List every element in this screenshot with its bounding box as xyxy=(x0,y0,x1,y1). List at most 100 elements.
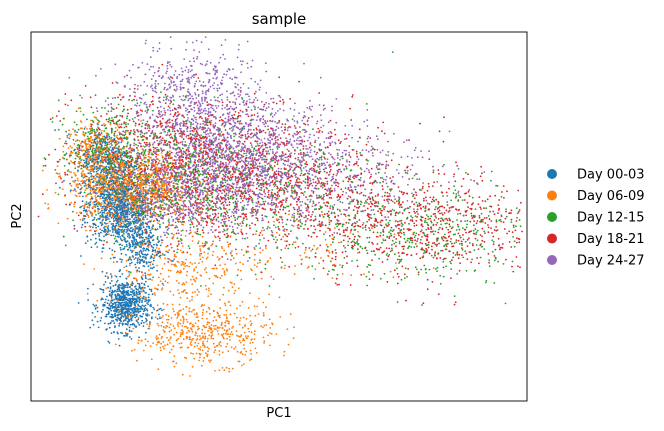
data-point xyxy=(246,100,248,102)
data-point xyxy=(225,185,227,188)
data-point xyxy=(334,249,337,251)
data-point xyxy=(216,71,218,74)
data-point xyxy=(229,235,232,238)
data-point xyxy=(344,133,347,136)
data-point xyxy=(493,282,496,284)
data-point xyxy=(116,134,119,137)
data-point xyxy=(99,68,102,70)
data-point xyxy=(365,167,368,170)
data-point xyxy=(344,125,347,127)
data-point xyxy=(182,320,185,322)
data-point xyxy=(320,185,322,188)
data-point xyxy=(327,227,329,230)
data-point xyxy=(215,206,218,209)
data-point xyxy=(74,157,77,160)
data-point xyxy=(152,263,154,266)
data-point xyxy=(322,104,325,107)
data-point xyxy=(363,120,366,123)
data-point xyxy=(208,359,210,362)
data-point xyxy=(390,234,393,237)
data-point xyxy=(481,200,484,202)
data-point xyxy=(268,176,271,179)
data-point xyxy=(162,113,164,116)
data-point xyxy=(149,320,151,323)
data-point xyxy=(217,333,220,335)
data-point xyxy=(180,67,183,70)
data-point xyxy=(198,170,201,173)
data-point xyxy=(197,328,199,331)
data-point xyxy=(389,195,391,197)
data-point xyxy=(207,152,210,155)
data-point xyxy=(157,368,160,371)
data-point xyxy=(428,185,430,188)
data-point xyxy=(205,143,208,146)
data-point xyxy=(125,179,128,181)
data-point xyxy=(403,231,405,234)
data-point xyxy=(492,243,495,246)
data-point xyxy=(229,119,231,122)
data-point xyxy=(94,94,97,97)
data-point xyxy=(161,166,164,169)
data-point xyxy=(168,221,171,224)
data-point xyxy=(118,288,120,291)
data-point xyxy=(163,128,166,131)
data-point xyxy=(117,302,120,304)
data-point xyxy=(249,320,252,323)
data-point xyxy=(303,115,306,117)
data-point xyxy=(267,334,269,337)
data-point xyxy=(228,111,231,114)
data-point xyxy=(291,184,293,187)
data-point xyxy=(309,200,311,203)
data-point xyxy=(157,324,160,327)
data-point xyxy=(399,229,402,232)
data-point xyxy=(245,102,248,105)
data-point xyxy=(231,173,234,176)
data-point xyxy=(268,146,271,149)
data-point xyxy=(231,367,234,370)
data-point xyxy=(396,169,398,171)
data-point xyxy=(125,265,128,268)
data-point xyxy=(269,203,272,206)
data-point xyxy=(76,139,79,142)
data-point xyxy=(141,299,144,302)
data-point xyxy=(233,347,236,350)
data-point xyxy=(483,240,486,243)
data-point xyxy=(278,76,281,79)
data-point xyxy=(189,70,192,73)
data-point xyxy=(353,229,356,231)
data-point xyxy=(253,92,256,95)
data-point xyxy=(142,325,145,327)
data-point xyxy=(458,269,461,272)
data-point xyxy=(186,130,189,133)
data-point xyxy=(264,215,267,218)
data-point xyxy=(214,264,217,267)
data-point xyxy=(105,328,107,331)
data-point xyxy=(257,83,259,85)
data-point xyxy=(264,192,267,195)
data-point xyxy=(328,196,331,199)
data-point xyxy=(428,150,430,153)
data-point xyxy=(137,144,140,147)
data-point xyxy=(426,278,429,281)
data-point xyxy=(372,243,374,245)
data-point xyxy=(293,125,296,127)
data-point xyxy=(234,219,237,222)
data-point xyxy=(135,104,138,107)
data-point xyxy=(308,173,311,175)
data-point xyxy=(58,137,61,140)
data-point xyxy=(176,75,179,78)
data-point xyxy=(445,191,448,194)
data-point xyxy=(370,213,372,216)
data-point xyxy=(124,123,127,126)
data-point xyxy=(271,179,274,182)
data-point xyxy=(494,248,497,251)
data-point xyxy=(294,220,297,222)
data-point xyxy=(64,142,66,145)
data-point xyxy=(140,135,143,138)
data-point xyxy=(74,179,77,182)
data-point xyxy=(169,36,172,39)
data-point xyxy=(213,96,216,98)
data-point xyxy=(77,214,80,217)
data-point xyxy=(88,206,91,209)
data-point xyxy=(286,205,288,208)
